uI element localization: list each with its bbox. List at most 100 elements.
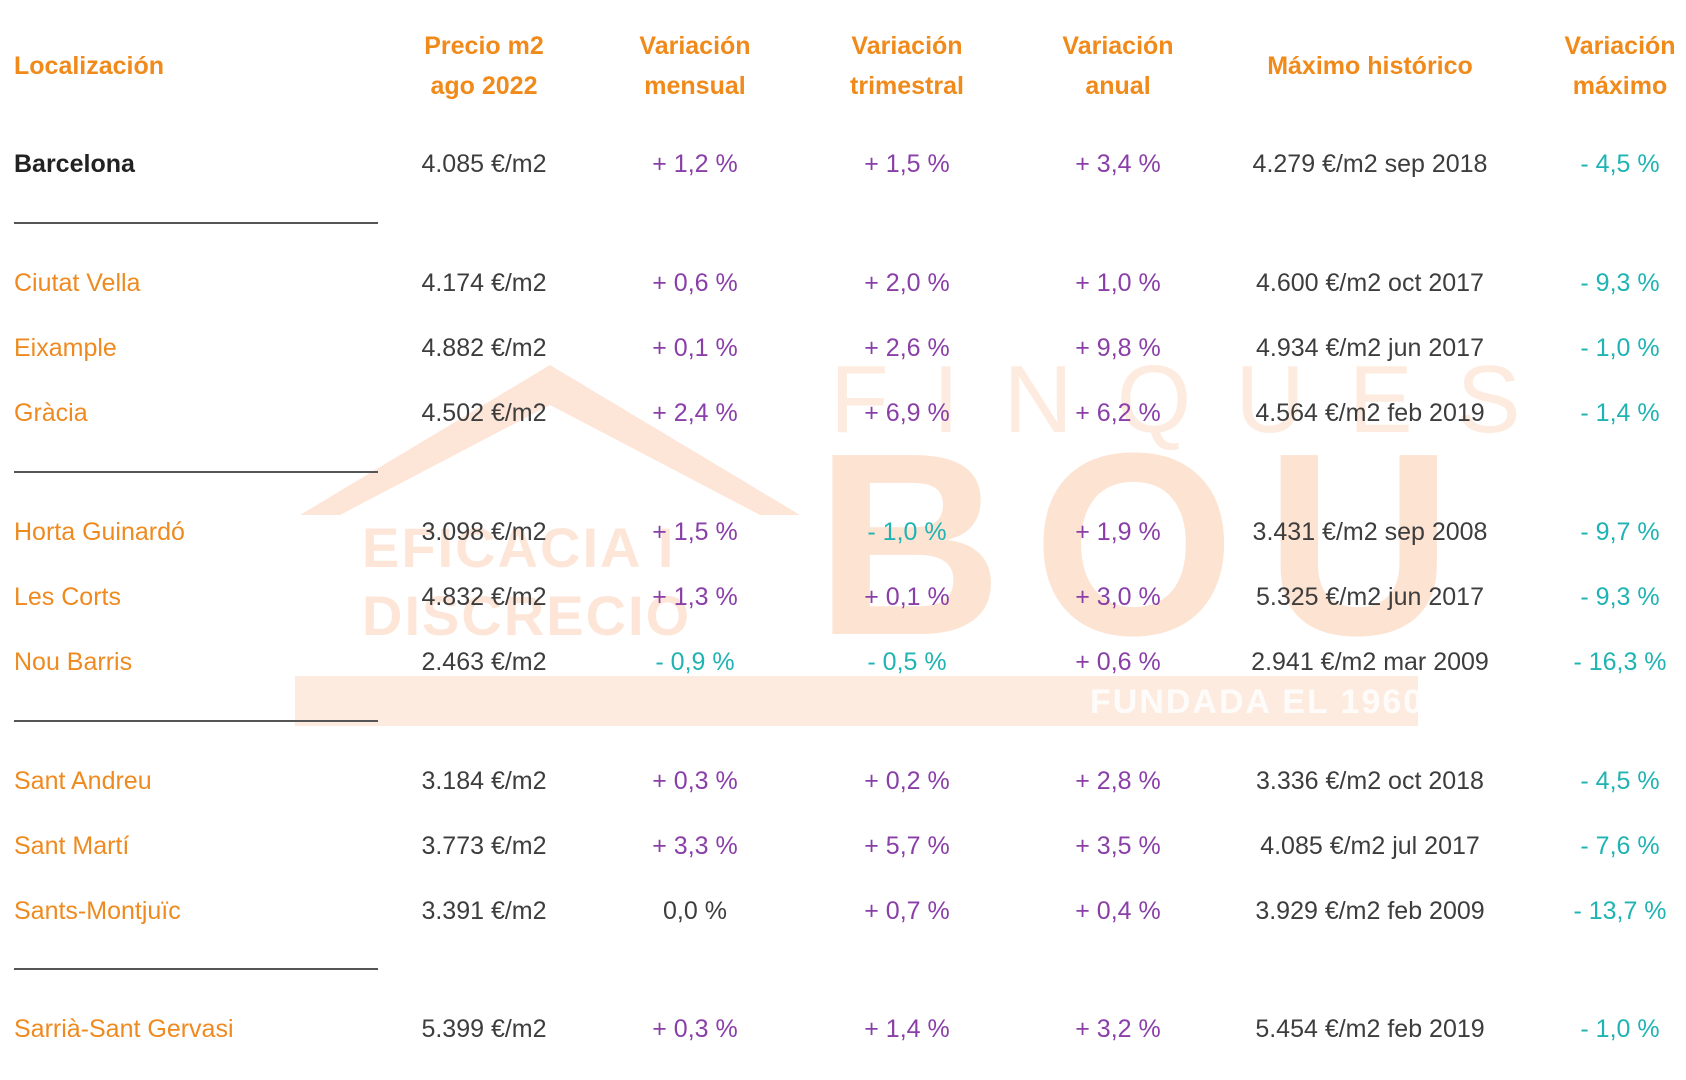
- row-precio: 4.085 €/m2: [421, 150, 547, 178]
- row-maximo: 4.279 €/m2 sep 2018: [1252, 150, 1488, 178]
- header-mensual-line1: Variación: [639, 32, 751, 60]
- header-maximo: Máximo histórico: [1267, 52, 1473, 80]
- row-mensual: + 1,5 %: [652, 518, 738, 546]
- header-trimestral-line2: trimestral: [850, 72, 964, 100]
- row-var-maximo: - 4,5 %: [1580, 767, 1660, 795]
- row-precio: 3.391 €/m2: [421, 897, 547, 925]
- row-maximo: 5.454 €/m2 feb 2019: [1255, 1015, 1485, 1043]
- row-anual: + 0,4 %: [1075, 897, 1161, 925]
- row-precio: 3.773 €/m2: [421, 832, 547, 860]
- row-precio: 4.174 €/m2: [421, 269, 547, 297]
- row-maximo: 4.564 €/m2 feb 2019: [1255, 399, 1485, 427]
- header-anual-line2: anual: [1085, 72, 1151, 100]
- row-trimestral: + 1,5 %: [864, 150, 950, 178]
- row-anual: + 6,2 %: [1075, 399, 1161, 427]
- row-var-maximo: - 1,0 %: [1580, 334, 1660, 362]
- section-divider: [14, 222, 378, 224]
- row-anual: + 1,9 %: [1075, 518, 1161, 546]
- row-name: Nou Barris: [14, 648, 133, 676]
- header-var-maximo-line2: máximo: [1572, 72, 1668, 100]
- header-mensual: Variación mensual: [610, 26, 780, 106]
- row-name: Sants-Montjuïc: [14, 897, 181, 925]
- header-mensual-line2: mensual: [644, 72, 746, 100]
- row-mensual: + 0,3 %: [652, 1015, 738, 1043]
- table-row: Sarrià-Sant Gervasi 5.399 €/m2 + 0,3 % +…: [0, 1009, 1686, 1049]
- row-maximo: 2.941 €/m2 mar 2009: [1251, 648, 1489, 676]
- row-anual: + 9,8 %: [1075, 334, 1161, 362]
- row-trimestral: + 2,0 %: [864, 269, 950, 297]
- row-precio: 3.184 €/m2: [421, 767, 547, 795]
- section-divider: [14, 471, 378, 473]
- row-trimestral: - 0,5 %: [867, 648, 947, 676]
- row-maximo: 3.431 €/m2 sep 2008: [1252, 518, 1488, 546]
- section-divider: [14, 720, 378, 722]
- table-row: Nou Barris 2.463 €/m2 - 0,9 % - 0,5 % + …: [0, 642, 1686, 682]
- row-var-maximo: - 9,3 %: [1580, 583, 1660, 611]
- row-mensual: + 1,2 %: [652, 150, 738, 178]
- row-anual: + 3,5 %: [1075, 832, 1161, 860]
- table-row: Sant Andreu 3.184 €/m2 + 0,3 % + 0,2 % +…: [0, 761, 1686, 801]
- header-var-maximo: Variación máximo: [1545, 26, 1686, 106]
- header-precio: Precio m2 ago 2022: [399, 26, 569, 106]
- row-var-maximo: - 1,0 %: [1580, 1015, 1660, 1043]
- row-mensual: + 3,3 %: [652, 832, 738, 860]
- row-name: Horta Guinardó: [14, 518, 185, 546]
- header-precio-line1: Precio m2: [424, 32, 544, 60]
- table-row: Horta Guinardó 3.098 €/m2 + 1,5 % - 1,0 …: [0, 512, 1686, 552]
- row-trimestral: + 0,1 %: [864, 583, 950, 611]
- row-anual: + 3,0 %: [1075, 583, 1161, 611]
- row-mensual: + 0,6 %: [652, 269, 738, 297]
- row-name: Sarrià-Sant Gervasi: [14, 1015, 234, 1043]
- table-row: Ciutat Vella 4.174 €/m2 + 0,6 % + 2,0 % …: [0, 263, 1686, 303]
- row-maximo: 3.336 €/m2 oct 2018: [1256, 767, 1484, 795]
- table-row: Barcelona 4.085 €/m2 + 1,2 % + 1,5 % + 3…: [0, 144, 1686, 184]
- row-var-maximo: - 16,3 %: [1573, 648, 1667, 676]
- row-mensual: + 0,1 %: [652, 334, 738, 362]
- row-maximo: 3.929 €/m2 feb 2009: [1255, 897, 1485, 925]
- row-anual: + 1,0 %: [1075, 269, 1161, 297]
- row-mensual: + 2,4 %: [652, 399, 738, 427]
- row-var-maximo: - 4,5 %: [1580, 150, 1660, 178]
- row-name: Barcelona: [14, 150, 135, 178]
- row-mensual: + 1,3 %: [652, 583, 738, 611]
- header-localizacion: Localización: [14, 52, 165, 80]
- row-anual: + 2,8 %: [1075, 767, 1161, 795]
- row-trimestral: + 5,7 %: [864, 832, 950, 860]
- row-var-maximo: - 1,4 %: [1580, 399, 1660, 427]
- row-anual: + 0,6 %: [1075, 648, 1161, 676]
- row-precio: 2.463 €/m2: [421, 648, 547, 676]
- row-trimestral: + 1,4 %: [864, 1015, 950, 1043]
- row-trimestral: + 0,2 %: [864, 767, 950, 795]
- row-var-maximo: - 9,3 %: [1580, 269, 1660, 297]
- row-precio: 4.882 €/m2: [421, 334, 547, 362]
- table-row: Sant Martí 3.773 €/m2 + 3,3 % + 5,7 % + …: [0, 826, 1686, 866]
- header-var-maximo-line1: Variación: [1564, 32, 1676, 60]
- row-precio: 3.098 €/m2: [421, 518, 547, 546]
- row-maximo: 4.600 €/m2 oct 2017: [1256, 269, 1484, 297]
- table-row: Gràcia 4.502 €/m2 + 2,4 % + 6,9 % + 6,2 …: [0, 393, 1686, 433]
- header-trimestral-line1: Variación: [851, 32, 963, 60]
- row-mensual: 0,0 %: [663, 897, 727, 925]
- row-name: Sant Martí: [14, 832, 130, 860]
- section-divider: [14, 968, 378, 970]
- row-name: Sant Andreu: [14, 767, 152, 795]
- row-trimestral: + 6,9 %: [864, 399, 950, 427]
- header-anual: Variación anual: [1033, 26, 1203, 106]
- row-var-maximo: - 13,7 %: [1573, 897, 1667, 925]
- row-trimestral: - 1,0 %: [867, 518, 947, 546]
- row-anual: + 3,2 %: [1075, 1015, 1161, 1043]
- row-anual: + 3,4 %: [1075, 150, 1161, 178]
- row-name: Les Corts: [14, 583, 121, 611]
- table-row: Les Corts 4.832 €/m2 + 1,3 % + 0,1 % + 3…: [0, 577, 1686, 617]
- row-trimestral: + 2,6 %: [864, 334, 950, 362]
- table-row: Sants-Montjuïc 3.391 €/m2 0,0 % + 0,7 % …: [0, 891, 1686, 931]
- row-name: Ciutat Vella: [14, 269, 141, 297]
- row-precio: 5.399 €/m2: [421, 1015, 547, 1043]
- row-trimestral: + 0,7 %: [864, 897, 950, 925]
- header-trimestral: Variación trimestral: [822, 26, 992, 106]
- header-anual-line1: Variación: [1062, 32, 1174, 60]
- row-var-maximo: - 9,7 %: [1580, 518, 1660, 546]
- row-precio: 4.832 €/m2: [421, 583, 547, 611]
- row-maximo: 4.934 €/m2 jun 2017: [1256, 334, 1484, 362]
